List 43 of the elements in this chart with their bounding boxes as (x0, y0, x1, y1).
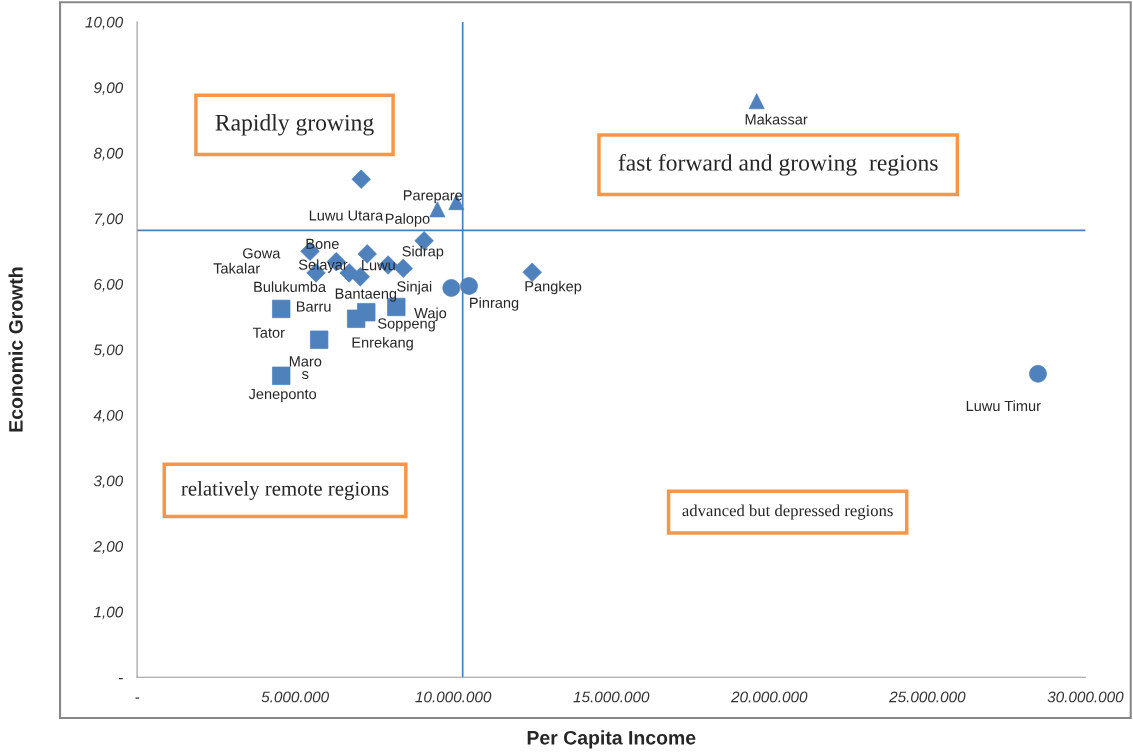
annotation: Bantaeng (335, 288, 397, 302)
annotation: Maro s (289, 356, 322, 380)
annotation: Parepare (403, 190, 463, 204)
y-tick-label: - (118, 678, 123, 680)
y-tick-label: 6,00 (94, 278, 124, 292)
x-tick-label: 15.000.000 (573, 691, 650, 703)
x-tick-label: 10.000.000 (415, 691, 492, 703)
y-tick-label: 1,00 (93, 606, 124, 620)
annotation: Barru (296, 301, 331, 312)
annotation: Bulukumba (254, 281, 327, 293)
y-tick-label: 10,00 (85, 16, 124, 30)
annotation: Luwu Timur (966, 400, 1041, 412)
x-tick-label: 5.000.000 (261, 691, 330, 703)
annotation: Gowa (243, 248, 281, 259)
y-tick-label: 2,00 (93, 541, 124, 554)
annotation: relatively remote regions (181, 480, 389, 500)
y-tick-label: 4,00 (93, 409, 124, 423)
annotation: Sinjai (397, 280, 432, 295)
annotation: Rapidly growing (215, 114, 374, 136)
x-tick-label: 20.000.000 (730, 691, 808, 703)
y-tick-label: 5,00 (93, 344, 124, 358)
annotation: Tator (252, 327, 285, 338)
annotation: Pangkep (525, 280, 582, 295)
annotation: Sidrap (402, 245, 444, 260)
y-tick-label: 3,00 (93, 475, 124, 489)
annotation: Makassar (745, 113, 808, 125)
x-tick-label: 30.000.000 (1047, 691, 1124, 703)
annotation: advanced but depressed regions (682, 504, 893, 520)
annotation: fast forward and growing regions (618, 153, 938, 176)
annotation: Palopo (385, 213, 430, 227)
annotation: Pinrang (470, 297, 519, 311)
x-tick-label: - (135, 697, 140, 699)
y-tick-label: 8,00 (93, 147, 124, 161)
annotation: Luwu Utara (309, 210, 384, 221)
x-tick-label: 25.000.000 (889, 691, 966, 703)
y-axis-title: Economic Growth (8, 267, 23, 432)
y-tick-label: 7,00 (95, 213, 124, 226)
annotation: Enrekang (352, 336, 413, 351)
annotation: Takalar (213, 262, 260, 274)
annotation: Jeneponto (248, 388, 317, 403)
x-axis-title: Per Capita Income (527, 730, 696, 749)
annotation: Bone (306, 238, 339, 249)
y-tick-label: 9,00 (93, 82, 124, 95)
